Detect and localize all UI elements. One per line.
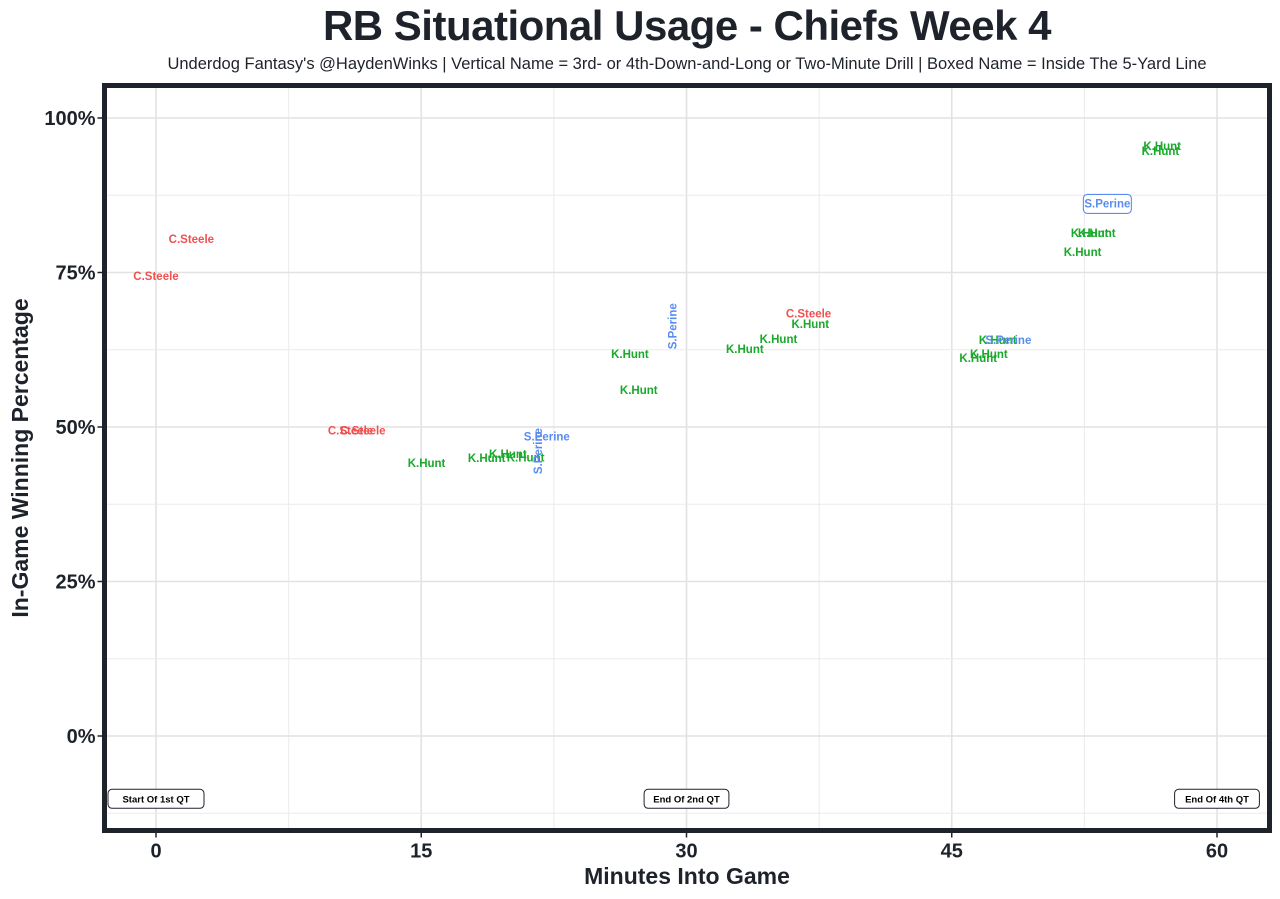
point-text: K.Hunt xyxy=(1071,228,1109,240)
point-text: S.Perine xyxy=(667,303,679,349)
point-text: K.Hunt xyxy=(1064,247,1102,259)
point-text: S.Perine xyxy=(524,431,570,443)
data-point-label: K.Hunt xyxy=(979,335,1017,347)
point-text: K.Hunt xyxy=(1142,146,1180,158)
point-text: K.Hunt xyxy=(1078,228,1116,240)
point-text: C.Steele xyxy=(133,271,178,283)
chart-title: RB Situational Usage - Chiefs Week 4 xyxy=(322,2,1052,49)
data-point-label: K.Hunt xyxy=(1143,141,1181,153)
point-text: K.Hunt xyxy=(620,385,658,397)
data-point-label: K.Hunt xyxy=(489,449,527,461)
point-text: K.Hunt xyxy=(408,458,446,470)
y-axis-label: In-Game Winning Percentage xyxy=(7,298,33,617)
data-point-label: K.Hunt xyxy=(791,319,829,331)
data-point-label: K.Hunt xyxy=(408,458,446,470)
data-point-label: K.Hunt xyxy=(726,344,764,356)
data-point-label: K.Hunt xyxy=(1078,228,1116,240)
x-tick-label: 0 xyxy=(150,841,161,863)
data-point-label: K.Hunt xyxy=(611,349,649,361)
point-text: C.Steele xyxy=(169,234,214,246)
quarter-annotation: End Of 4th QT xyxy=(1174,788,1260,809)
point-text: C.Steele xyxy=(328,426,373,438)
annotation-box xyxy=(107,788,205,809)
data-point-label: K.Hunt xyxy=(760,334,798,346)
quarter-annotation: End Of 2nd QT xyxy=(643,788,730,809)
data-point-label: C.Steele xyxy=(328,426,373,438)
x-tick-label: 45 xyxy=(941,841,963,863)
data-point-label: S.Perine xyxy=(524,431,570,443)
x-axis-ticks: 0 15 30 45 60 xyxy=(150,831,1228,863)
data-point-label: K.Hunt xyxy=(1064,247,1102,259)
data-point-label: S.Perine xyxy=(985,335,1031,347)
point-text: K.Hunt xyxy=(959,353,997,365)
data-point-label: S.Perine xyxy=(533,428,545,474)
point-text: K.Hunt xyxy=(489,449,527,461)
annotation-box xyxy=(643,788,730,809)
point-text: C.Steele xyxy=(340,426,385,438)
point-text: K.Hunt xyxy=(611,349,649,361)
point-text: K.Hunt xyxy=(726,344,764,356)
annotation-text: End Of 4th QT xyxy=(1185,794,1249,805)
data-point-label: S.Perine xyxy=(1082,193,1132,214)
x-tick-label: 15 xyxy=(410,841,432,863)
annotation-text: Start Of 1st QT xyxy=(122,794,189,805)
x-tick-label: 30 xyxy=(675,841,697,863)
y-tick-label: 75% xyxy=(55,263,95,285)
point-text: K.Hunt xyxy=(760,334,798,346)
data-point-label: C.Steele xyxy=(169,234,214,246)
point-text: S.Perine xyxy=(533,428,545,474)
point-text: K.Hunt xyxy=(791,319,829,331)
data-point-label: K.Hunt xyxy=(468,453,506,465)
y-tick-label: 0% xyxy=(67,726,96,748)
data-point-label: K.Hunt xyxy=(507,452,545,464)
data-point-label: C.Steele xyxy=(786,308,831,320)
quarter-annotation: Start Of 1st QT xyxy=(107,788,205,809)
data-point-label: C.Steele xyxy=(340,426,385,438)
data-point-label: K.Hunt xyxy=(1071,228,1109,240)
y-tick-label: 100% xyxy=(44,108,95,130)
y-tick-label: 25% xyxy=(55,572,95,594)
annotation-box xyxy=(1174,788,1260,809)
point-text: S.Perine xyxy=(1084,198,1130,210)
point-text: K.Hunt xyxy=(468,453,506,465)
data-point-label: K.Hunt xyxy=(959,353,997,365)
data-point-label: K.Hunt xyxy=(1142,146,1180,158)
chart-subtitle: Underdog Fantasy's @HaydenWinks | Vertic… xyxy=(167,55,1207,73)
annotation-text: End Of 2nd QT xyxy=(653,794,720,805)
point-text: K.Hunt xyxy=(507,452,545,464)
inside-five-box xyxy=(1082,193,1132,214)
data-point-label: C.Steele xyxy=(133,271,178,283)
point-text: K.Hunt xyxy=(979,335,1017,347)
data-point-label: K.Hunt xyxy=(970,349,1008,361)
point-text: S.Perine xyxy=(985,335,1031,347)
point-text: K.Hunt xyxy=(1143,141,1181,153)
data-point-label: K.Hunt xyxy=(620,385,658,397)
x-tick-label: 60 xyxy=(1206,841,1228,863)
grid-lines xyxy=(106,87,1268,829)
y-tick-label: 50% xyxy=(55,417,95,439)
plot-panel-border xyxy=(102,83,1272,833)
data-point-label: S.Perine xyxy=(667,303,679,349)
x-axis-label: Minutes Into Game xyxy=(584,863,790,889)
point-text: K.Hunt xyxy=(970,349,1008,361)
point-text: C.Steele xyxy=(786,308,831,320)
quarter-annotations: Start Of 1st QT End Of 2nd QT End Of 4th Q… xyxy=(107,788,1260,809)
y-axis-ticks: 0% 25% 50% 75% 100% xyxy=(44,108,104,748)
